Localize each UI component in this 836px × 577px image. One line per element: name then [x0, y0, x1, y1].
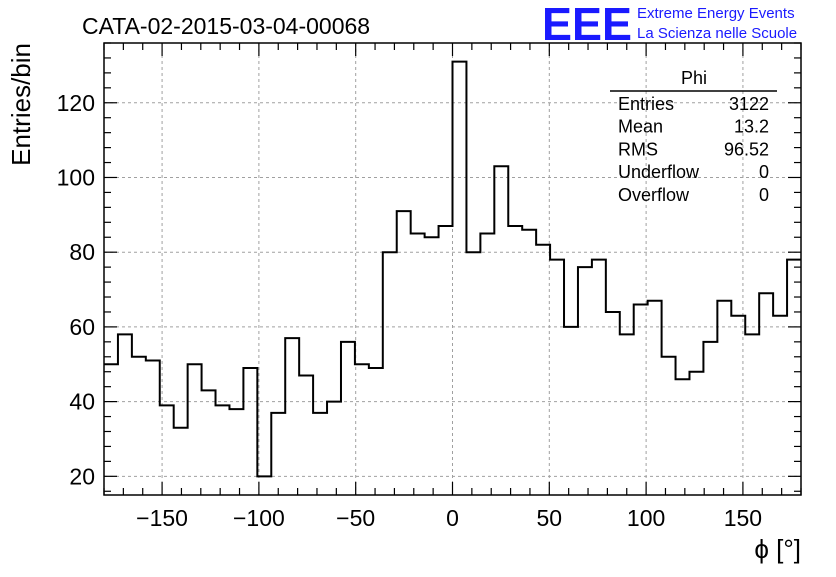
x-tick-label: 0 — [446, 505, 459, 531]
y-tick-label: 20 — [69, 463, 95, 489]
x-tick-label: 100 — [627, 505, 665, 531]
stats-row-value: 96.52 — [724, 139, 769, 159]
stats-row-value: 0 — [759, 162, 769, 182]
stats-row-value: 13.2 — [734, 117, 769, 137]
stats-row-value: 0 — [759, 185, 769, 205]
y-tick-labels: 20 40 60 80 100 120 — [57, 90, 95, 490]
y-tick-label: 100 — [57, 164, 95, 190]
stats-box: Phi Entries 3122 Mean 13.2 RMS 96.52 Underflow… — [610, 68, 777, 205]
y-tick-label: 80 — [69, 239, 95, 265]
chart-title: CATA-02-2015-03-04-00068 — [82, 13, 370, 39]
stats-row-label: Underflow — [618, 162, 700, 182]
stats-row-label: RMS — [618, 139, 658, 159]
stats-rows: Entries 3122 Mean 13.2 RMS 96.52 Underflow 0 Ove… — [618, 94, 769, 205]
x-tick-label: 50 — [537, 505, 563, 531]
x-axis-label: ϕ [°] — [754, 534, 801, 564]
y-tick-label: 40 — [69, 389, 95, 415]
stats-row-value: 3122 — [729, 94, 769, 114]
y-tick-label: 120 — [57, 90, 95, 116]
x-tick-label: −50 — [336, 505, 375, 531]
eee-logo-mark: EEE — [542, 0, 632, 50]
eee-logo: EEE Extreme Energy Events La Scienza nel… — [542, 0, 797, 50]
stats-row-label: Mean — [618, 117, 663, 137]
axis-ticks — [103, 42, 802, 495]
stats-row-label: Overflow — [618, 185, 690, 205]
x-tick-label: 150 — [724, 505, 762, 531]
x-tick-labels: −150 −100 −50 0 50 100 150 — [136, 505, 762, 531]
y-axis-label: Entries/bin — [6, 43, 36, 166]
stats-row-label: Entries — [618, 94, 674, 114]
x-tick-label: −100 — [233, 505, 285, 531]
stats-box-title: Phi — [681, 68, 707, 88]
x-tick-label: −150 — [136, 505, 188, 531]
y-tick-label: 60 — [69, 314, 95, 340]
project-name: Extreme Energy Events — [637, 5, 795, 22]
histogram-step-line — [104, 60, 801, 478]
project-subtitle: La Scienza nelle Scuole — [637, 25, 797, 42]
